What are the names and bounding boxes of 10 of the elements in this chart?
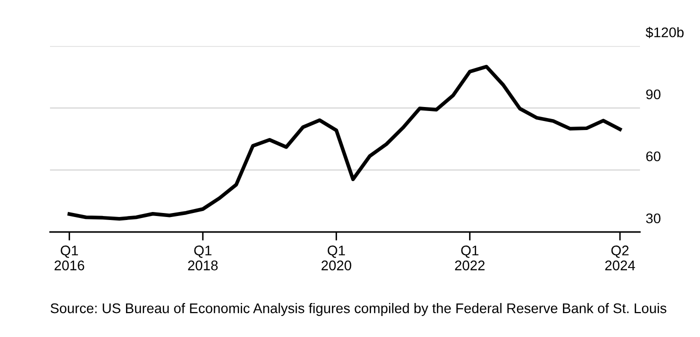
x-tick-label: Q1 2018: [188, 246, 218, 270]
x-tick-label: Q1 2020: [322, 246, 352, 270]
source-note: Source: US Bureau of Economic Analysis figures compiled by the Federal Reserve Bank of St. Louis: [50, 303, 666, 316]
x-tick-label: Q1 2022: [455, 246, 485, 270]
x-tick-label: Q2 2024: [605, 246, 636, 270]
y-tick-label: $120b: [646, 26, 684, 38]
y-tick-label: 90: [646, 89, 660, 100]
x-tick-label: Q1 2016: [54, 246, 84, 270]
y-tick-label: 60: [646, 151, 660, 162]
y-tick-label: 30: [646, 213, 660, 224]
